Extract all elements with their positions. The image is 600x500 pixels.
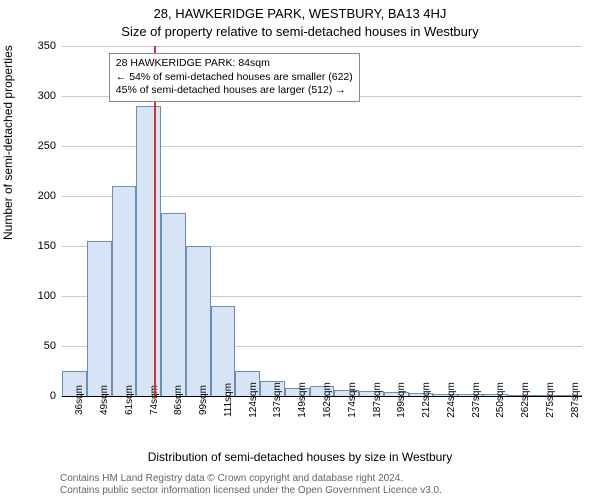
x-tick-label: 137sqm bbox=[272, 382, 283, 418]
x-tick-label: 287sqm bbox=[570, 382, 581, 418]
x-tick-label: 262sqm bbox=[520, 382, 531, 418]
x-tick-label: 275sqm bbox=[545, 382, 556, 418]
x-tick-label: 111sqm bbox=[223, 383, 234, 417]
x-tick-label: 162sqm bbox=[322, 382, 333, 418]
annotation-box: 28 HAWKERIDGE PARK: 84sqm← 54% of semi-d… bbox=[109, 53, 360, 102]
histogram-bar bbox=[136, 106, 161, 396]
y-tick-label: 50 bbox=[44, 340, 56, 352]
y-tick-label: 200 bbox=[38, 190, 56, 202]
annotation-line2: ← 54% of semi-detached houses are smalle… bbox=[116, 71, 353, 85]
x-tick-label: 250sqm bbox=[495, 382, 506, 418]
x-tick-label: 237sqm bbox=[471, 382, 482, 418]
histogram-bar bbox=[186, 246, 211, 396]
chart-container: 28, HAWKERIDGE PARK, WESTBURY, BA13 4HJ … bbox=[0, 0, 600, 500]
y-tick-label: 250 bbox=[38, 140, 56, 152]
x-tick-label: 36sqm bbox=[74, 385, 85, 415]
x-tick-label: 49sqm bbox=[99, 385, 110, 415]
histogram-bar bbox=[112, 186, 137, 396]
x-tick-label: 187sqm bbox=[372, 382, 383, 418]
annotation-line3: 45% of semi-detached houses are larger (… bbox=[116, 84, 353, 98]
x-axis-line bbox=[62, 396, 582, 397]
chart-title-line1: 28, HAWKERIDGE PARK, WESTBURY, BA13 4HJ bbox=[0, 6, 600, 21]
x-tick-label: 86sqm bbox=[173, 385, 184, 415]
annotation-line1: 28 HAWKERIDGE PARK: 84sqm bbox=[116, 57, 353, 71]
x-tick-label: 124sqm bbox=[248, 382, 259, 418]
y-tick-label: 150 bbox=[38, 240, 56, 252]
x-tick-label: 99sqm bbox=[198, 385, 209, 415]
histogram-bar bbox=[161, 213, 186, 396]
x-axis-label: Distribution of semi-detached houses by … bbox=[0, 450, 600, 464]
y-tick-label: 0 bbox=[50, 390, 56, 402]
x-tick-label: 61sqm bbox=[124, 385, 135, 415]
x-tick-label: 149sqm bbox=[297, 382, 308, 418]
y-axis-label: Number of semi-detached properties bbox=[1, 45, 15, 240]
x-tick-label: 174sqm bbox=[347, 382, 358, 418]
y-tick-label: 350 bbox=[38, 40, 56, 52]
plot-area: 05010015020025030035036sqm49sqm61sqm74sq… bbox=[62, 46, 582, 396]
grid-line bbox=[62, 46, 582, 47]
x-tick-label: 224sqm bbox=[446, 382, 457, 418]
y-tick-label: 100 bbox=[38, 290, 56, 302]
y-tick-label: 300 bbox=[38, 90, 56, 102]
x-tick-label: 212sqm bbox=[421, 382, 432, 418]
histogram-bar bbox=[87, 241, 112, 396]
attribution-line1: Contains HM Land Registry data © Crown c… bbox=[60, 473, 403, 484]
x-tick-label: 199sqm bbox=[396, 382, 407, 418]
chart-title-line2: Size of property relative to semi-detach… bbox=[0, 24, 600, 39]
attribution-line2: Contains public sector information licen… bbox=[60, 485, 442, 496]
